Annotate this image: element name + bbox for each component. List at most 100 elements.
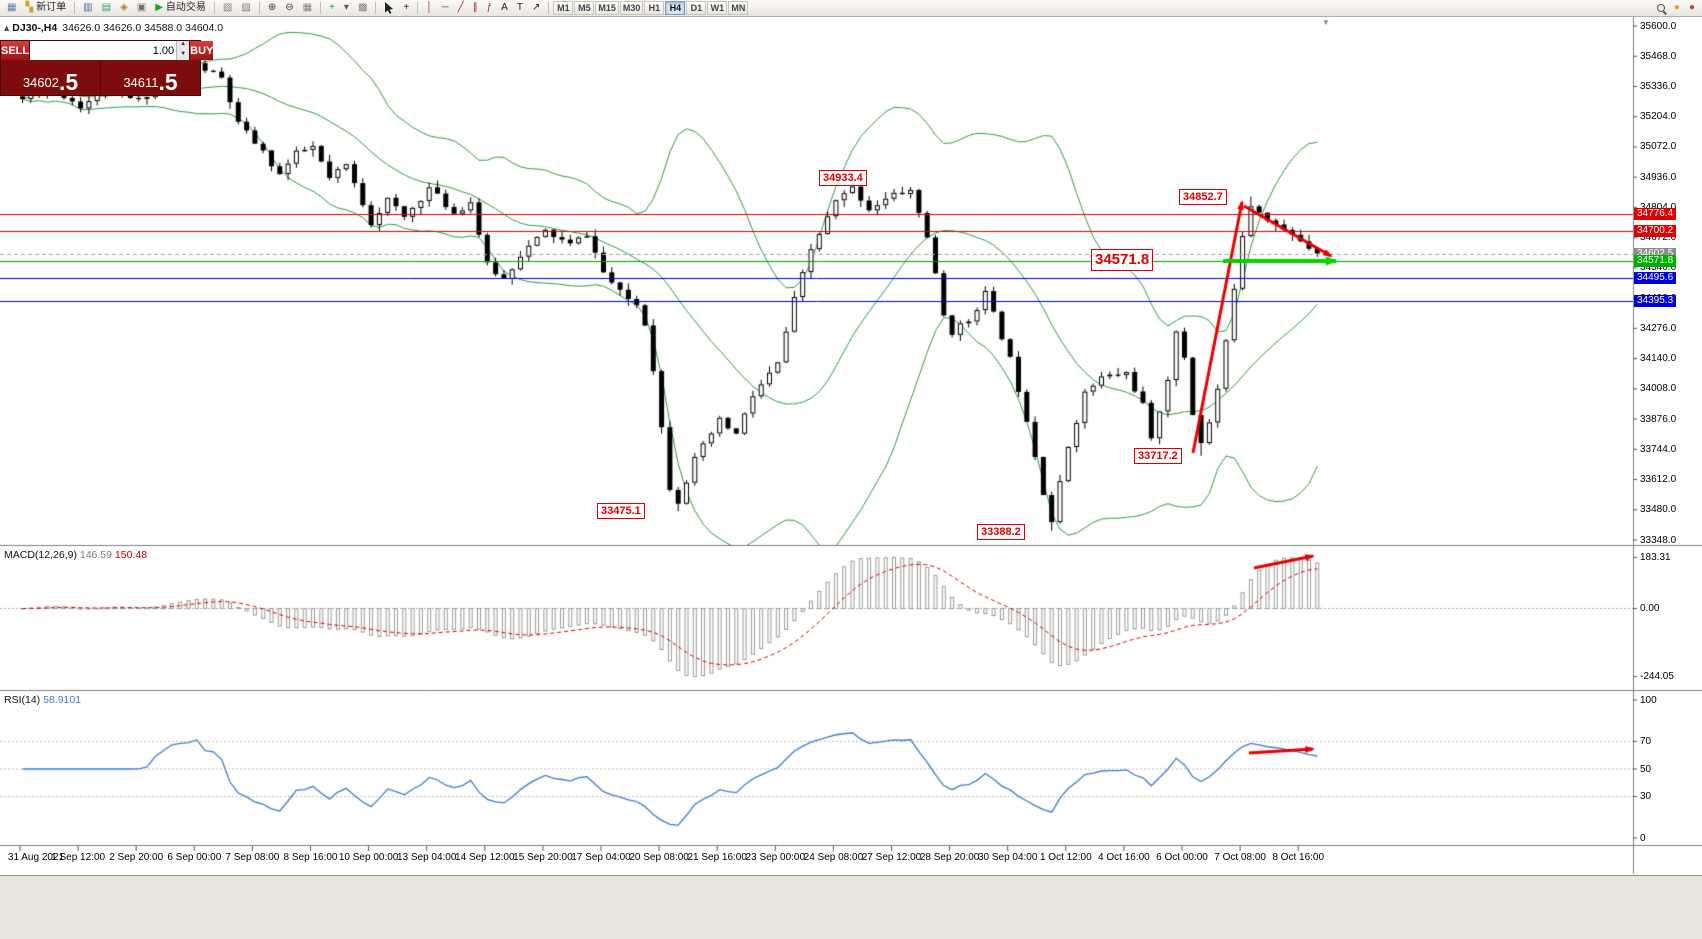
terminal-icon[interactable]: ▣ [133, 0, 150, 17]
toolbar-separator [320, 2, 322, 14]
price-axis-tick: 34672.0 [1640, 232, 1677, 244]
rsi-axis-tick: 70 [1640, 735, 1652, 747]
macd-main-value: 146.59 [79, 549, 112, 561]
horizontal-line-icon[interactable]: ─ [437, 0, 452, 17]
data-window-icon[interactable]: ▤ [98, 0, 115, 17]
price-level-label: 34776.4 [1634, 207, 1677, 220]
new-chart-icon: ▧ [222, 2, 233, 13]
bar-open: 34626.0 [62, 22, 101, 34]
price-axis-tick: 33612.0 [1640, 474, 1677, 486]
timeframe-button-d1[interactable]: D1 [686, 1, 707, 15]
sell-price[interactable]: 34602.5 [1, 60, 101, 95]
time-axis-label: 21 Sep 16:00 [687, 852, 747, 863]
horizontal-line-icon: ─ [441, 2, 449, 13]
fibonacci-icon: ƒ [486, 2, 493, 13]
search-icon[interactable] [1653, 0, 1669, 17]
price-level-label: 34395.3 [1634, 294, 1677, 307]
zoom-in-icon[interactable]: ⊕ [264, 0, 280, 17]
price-annotation: 33717.2 [1134, 448, 1182, 465]
tile-windows-icon[interactable]: ▦ [299, 0, 316, 17]
price-axis-tick: 33480.0 [1640, 504, 1677, 516]
new-chart-icon[interactable]: ▧ [219, 0, 236, 17]
new-order-button-label: 新订单 [36, 2, 67, 13]
time-axis-label: 30 Sep 04:00 [977, 852, 1038, 863]
vertical-line-icon: │ [426, 2, 433, 13]
macd-axis-tick: 0.00 [1640, 603, 1660, 615]
volume-up-button[interactable]: ▲ [177, 41, 190, 51]
price-annotation: 33475.1 [597, 503, 645, 520]
market-watch-icon[interactable]: ▥ [79, 0, 96, 17]
zoom-out-icon: ⊖ [285, 2, 294, 13]
new-order-button[interactable]: ▚ 新订单 [21, 0, 70, 17]
buy-price-main: 34611 [123, 75, 159, 90]
charts-grid-icon: ▦ [7, 2, 17, 13]
timeframe-button-m5[interactable]: M5 [574, 1, 595, 15]
time-axis-label: 6 Sep 00:00 [167, 852, 222, 863]
price-annotation: 34852.7 [1179, 189, 1227, 206]
profiles-icon[interactable]: ▨ [237, 0, 254, 17]
trendline-icon[interactable]: ╱ [454, 0, 468, 17]
community-badge-icon[interactable]: ● [1670, 0, 1684, 17]
vertical-line-icon[interactable]: │ [422, 0, 436, 17]
periods-icon[interactable]: ▾ [340, 0, 353, 17]
rsi-axis-tick: 100 [1640, 694, 1657, 706]
timeframe-button-mn[interactable]: MN [728, 1, 749, 15]
indicators-add-icon[interactable]: + [325, 0, 339, 17]
fibonacci-icon[interactable]: ƒ [483, 0, 497, 17]
label-icon: T [516, 2, 523, 13]
price-axis-tick: 33348.0 [1640, 534, 1677, 546]
channel-icon[interactable]: ∥ [469, 0, 482, 17]
timeframe-button-m1[interactable]: M1 [553, 1, 574, 15]
charts-grid-icon[interactable]: ▦ [3, 0, 20, 17]
time-axis-label: 1 Oct 12:00 [1039, 852, 1092, 863]
time-axis-label: 2 Sep 20:00 [109, 852, 164, 863]
time-axis-label: 24 Sep 08:00 [803, 852, 864, 863]
time-axis-label: 8 Oct 16:00 [1272, 852, 1325, 863]
buy-price-pips: .5 [158, 69, 178, 95]
channel-icon: ∥ [472, 2, 478, 13]
time-axis-label: 23 Sep 00:00 [745, 852, 806, 863]
time-axis-label: 7 Sep 08:00 [225, 852, 280, 863]
timeframe-button-h1[interactable]: H1 [644, 1, 665, 15]
arrows-tool-icon[interactable]: ↗ [528, 0, 544, 17]
time-axis-label: 10 Sep 00:00 [338, 852, 399, 863]
volume-down-button[interactable]: ▼ [177, 50, 190, 60]
buy-price[interactable]: 34611.5 [101, 60, 200, 95]
alerts-badge-icon[interactable]: ● [1685, 0, 1699, 17]
navigator-icon[interactable]: ◈ [116, 0, 132, 17]
price-axis-tick: 34276.0 [1640, 322, 1677, 334]
price-axis-tick: 35468.0 [1640, 50, 1677, 62]
chart-shift-marker[interactable]: ▼ [1322, 18, 1330, 27]
trendline-icon: ╱ [457, 2, 464, 13]
volume-input[interactable] [30, 41, 177, 60]
crosshair-icon[interactable]: + [399, 0, 413, 17]
rsi-axis-tick: 0 [1640, 832, 1646, 844]
crosshair-icon: + [403, 2, 410, 13]
auto-trading-button: ▶ [155, 2, 163, 13]
price-axis-tick: 35600.0 [1640, 20, 1677, 32]
time-axis-label: 31 Aug 2021 [7, 852, 65, 863]
text-icon[interactable]: A [497, 0, 512, 17]
one-click-toggle[interactable]: ▴ [4, 22, 10, 34]
timeframe-button-h4[interactable]: H4 [665, 1, 686, 15]
label-icon[interactable]: T [513, 0, 527, 17]
time-axis-label: 7 Oct 08:00 [1214, 852, 1266, 863]
auto-trading-button[interactable]: ▶ 自动交易 [151, 0, 210, 17]
cursor-icon[interactable] [380, 0, 398, 17]
toolbar-separator [417, 2, 419, 14]
bar-close: 34604.0 [185, 22, 224, 34]
time-axis-label: 13 Sep 04:00 [396, 852, 457, 863]
timeframe-button-m30[interactable]: M30 [619, 1, 644, 15]
timeframe-button-w1[interactable]: W1 [707, 1, 728, 15]
rsi-axis-tick: 30 [1640, 791, 1652, 803]
community-badge-icon: ● [1673, 2, 1680, 13]
sell-button[interactable]: SELL [1, 41, 31, 60]
templates-icon[interactable]: ▩ [354, 0, 371, 17]
macd-axis-tick: 183.31 [1640, 551, 1671, 563]
zoom-out-icon[interactable]: ⊖ [281, 0, 297, 17]
timeframe-button-m15[interactable]: M15 [595, 1, 619, 15]
buy-button[interactable]: BUY [189, 41, 214, 60]
price-axis-tick: 35204.0 [1640, 111, 1677, 123]
price-axis-tick: 34140.0 [1640, 353, 1677, 365]
